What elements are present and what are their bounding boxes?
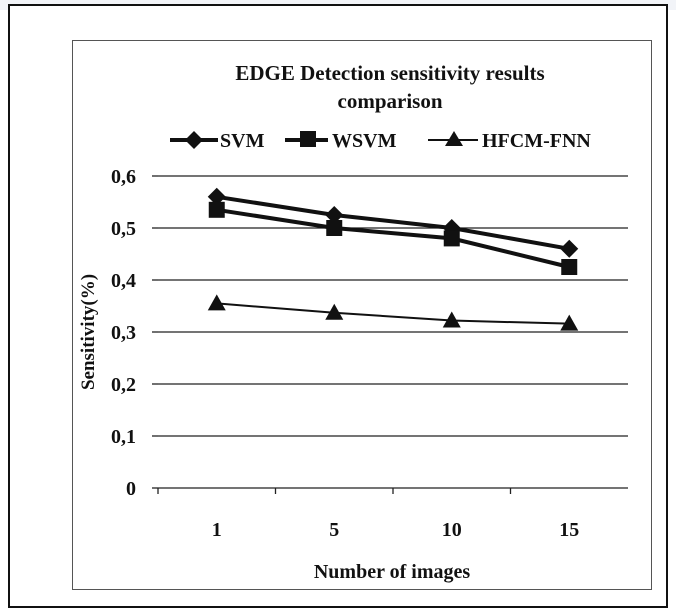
legend-label-wsvm: WSVM [332, 130, 397, 152]
x-axis-title: Number of images [314, 561, 470, 583]
y-tick-label: 0,3 [111, 322, 136, 344]
x-tick-labels: 1 5 10 15 [212, 519, 580, 541]
legend-label-svm: SVM [220, 130, 265, 152]
y-tick-labels: 0 0,1 0,2 0,3 0,4 0,5 0,6 [111, 166, 136, 500]
y-tick-label: 0 [126, 478, 136, 500]
y-tick-label: 0,6 [111, 166, 136, 188]
y-tick-label: 0,2 [111, 374, 136, 396]
series-line-hfcm-fnn [216, 302, 570, 325]
data-point-hfcm-fnn-10 [442, 311, 461, 328]
plot-border [72, 40, 652, 590]
chart-title-line1: EDGE Detection sensitivity results [235, 61, 544, 85]
legend-label-hfcm: HFCM-FNN [482, 130, 591, 152]
data-point-svm-5 [325, 206, 344, 224]
data-point-hfcm-fnn-15 [560, 314, 579, 331]
grid [152, 175, 628, 494]
data-point-wsvm-5 [326, 220, 343, 236]
legend-marker-triangle [445, 131, 463, 146]
x-tick-label: 1 [212, 519, 222, 541]
data-point-svm-15 [560, 239, 579, 258]
x-tick-label: 15 [559, 519, 579, 541]
x-tick-label: 5 [329, 519, 339, 541]
y-tick-label: 0,4 [111, 270, 136, 292]
chart-title-line2: comparison [338, 89, 443, 113]
legend: SVM WSVM HFCM-FNN [170, 130, 591, 152]
data-point-hfcm-fnn-1 [207, 294, 226, 311]
data-point-svm-1 [207, 187, 226, 206]
data-point-hfcm-fnn-5 [325, 303, 344, 320]
x-tick-label: 10 [442, 519, 462, 541]
legend-marker-square [300, 131, 316, 147]
data-point-wsvm-10 [443, 230, 460, 247]
y-tick-label: 0,5 [111, 218, 136, 240]
chart-frame [8, 4, 668, 608]
legend-marker-diamond [185, 131, 203, 149]
data-point-wsvm-1 [208, 201, 225, 218]
y-axis-title: Sensitivity(%) [78, 274, 99, 390]
series-line-wsvm [216, 207, 570, 269]
data-point-wsvm-15 [561, 259, 578, 275]
series [207, 187, 579, 331]
y-tick-label: 0,1 [111, 426, 136, 448]
series-line-svm [216, 194, 570, 251]
